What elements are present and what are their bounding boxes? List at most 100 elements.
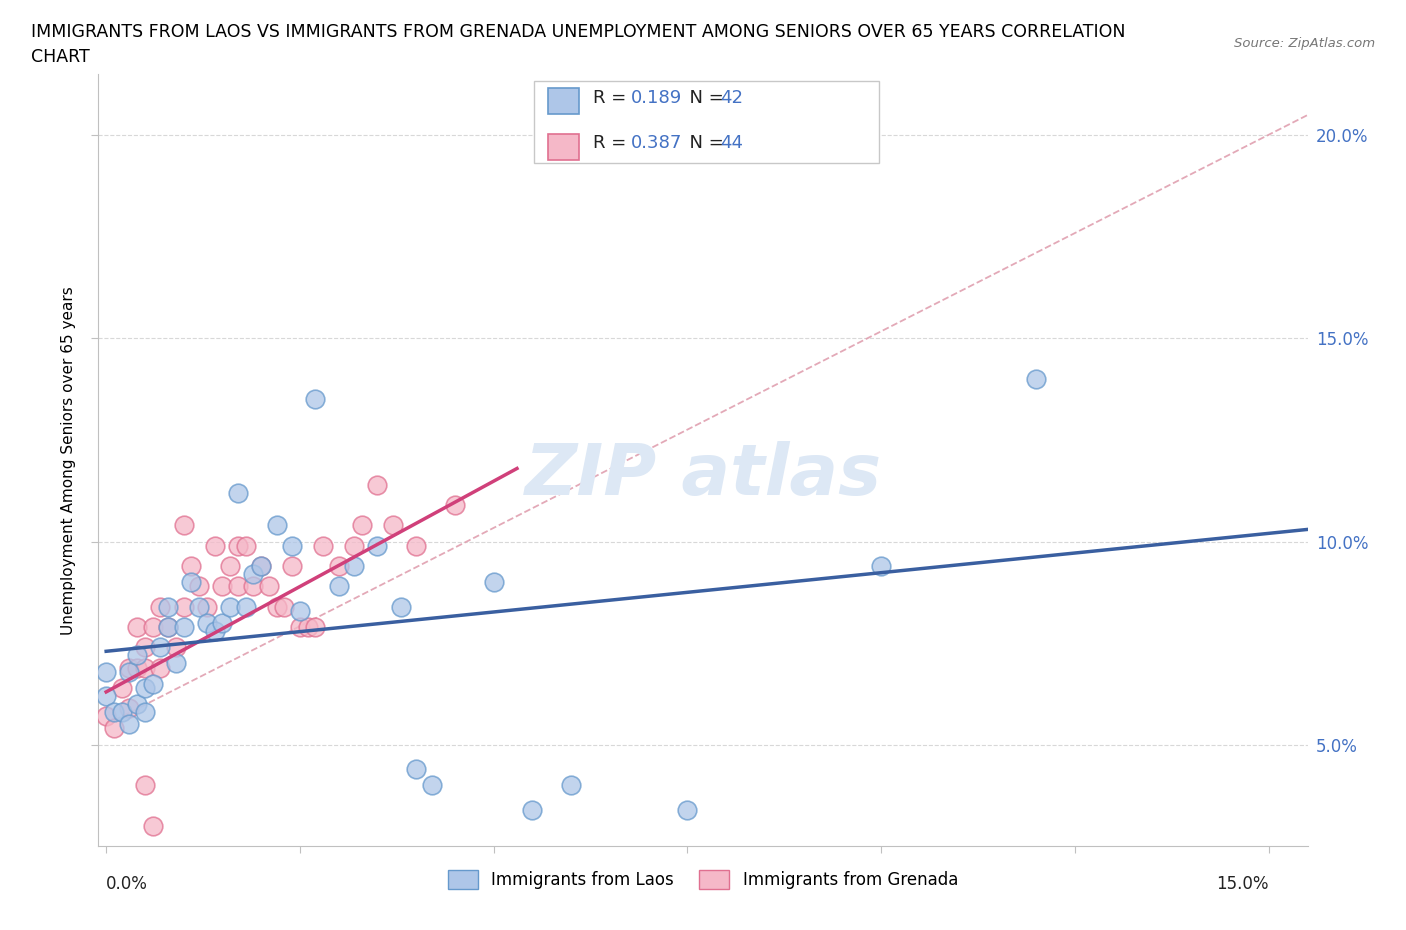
Point: [226, 578, 249, 593]
Point: [522, 803, 544, 817]
Text: 0.0%: 0.0%: [107, 875, 148, 893]
Point: [211, 578, 233, 593]
Point: [195, 599, 218, 614]
Point: [328, 578, 350, 593]
Point: [149, 640, 172, 655]
Point: [343, 559, 366, 574]
Point: [157, 619, 180, 634]
Point: [127, 697, 149, 711]
Point: [118, 700, 141, 715]
Point: [149, 660, 172, 675]
Point: [134, 640, 156, 655]
Point: [560, 777, 582, 792]
Point: [188, 578, 211, 593]
Point: [250, 559, 273, 574]
Point: [389, 599, 412, 614]
Point: [381, 518, 404, 533]
Point: [127, 660, 149, 675]
Point: [226, 485, 249, 500]
Point: [405, 538, 427, 553]
Point: [328, 559, 350, 574]
Point: [134, 681, 156, 696]
Point: [350, 518, 373, 533]
Point: [266, 599, 288, 614]
Y-axis label: Unemployment Among Seniors over 65 years: Unemployment Among Seniors over 65 years: [60, 286, 76, 634]
Text: IMMIGRANTS FROM LAOS VS IMMIGRANTS FROM GRENADA UNEMPLOYMENT AMONG SENIORS OVER : IMMIGRANTS FROM LAOS VS IMMIGRANTS FROM …: [31, 23, 1125, 41]
Text: 15.0%: 15.0%: [1216, 875, 1268, 893]
Point: [266, 518, 288, 533]
Point: [870, 559, 893, 574]
Point: [103, 705, 125, 720]
Text: 42: 42: [720, 88, 742, 107]
Text: R =: R =: [593, 134, 638, 153]
Point: [188, 599, 211, 614]
Point: [195, 616, 218, 631]
Point: [366, 538, 388, 553]
Point: [211, 616, 233, 631]
Point: [405, 762, 427, 777]
Point: [173, 619, 195, 634]
Point: [134, 660, 156, 675]
Point: [288, 619, 311, 634]
Text: 0.387: 0.387: [631, 134, 683, 153]
Point: [96, 664, 118, 679]
Point: [235, 538, 257, 553]
Point: [173, 599, 195, 614]
Point: [676, 803, 699, 817]
Point: [111, 681, 134, 696]
Point: [118, 664, 141, 679]
Point: [127, 648, 149, 663]
Point: [257, 578, 280, 593]
Point: [118, 660, 141, 675]
Point: [142, 818, 165, 833]
Point: [204, 538, 226, 553]
Point: [242, 578, 264, 593]
Point: [482, 575, 505, 590]
Point: [219, 599, 242, 614]
Point: [219, 559, 242, 574]
Text: R =: R =: [593, 88, 638, 107]
Point: [250, 559, 273, 574]
Point: [304, 392, 326, 406]
Point: [142, 619, 165, 634]
Point: [157, 619, 180, 634]
Point: [142, 676, 165, 691]
Point: [242, 566, 264, 581]
Point: [366, 477, 388, 492]
Text: ZIP atlas: ZIP atlas: [524, 442, 882, 511]
Text: 44: 44: [720, 134, 742, 153]
Point: [157, 599, 180, 614]
Point: [226, 538, 249, 553]
Point: [235, 599, 257, 614]
Point: [281, 559, 304, 574]
Legend: Immigrants from Laos, Immigrants from Grenada: Immigrants from Laos, Immigrants from Gr…: [441, 863, 965, 896]
Point: [149, 599, 172, 614]
Point: [173, 518, 195, 533]
Point: [180, 559, 202, 574]
Point: [127, 619, 149, 634]
Text: 0.189: 0.189: [631, 88, 682, 107]
Point: [96, 688, 118, 703]
Point: [118, 717, 141, 732]
Text: Source: ZipAtlas.com: Source: ZipAtlas.com: [1234, 37, 1375, 50]
Point: [134, 705, 156, 720]
Point: [297, 619, 319, 634]
Point: [288, 604, 311, 618]
Point: [420, 777, 443, 792]
Point: [111, 705, 134, 720]
Point: [343, 538, 366, 553]
Point: [96, 709, 118, 724]
Point: [134, 777, 156, 792]
Point: [165, 656, 187, 671]
Point: [103, 721, 125, 736]
Text: N =: N =: [678, 88, 730, 107]
Point: [304, 619, 326, 634]
Point: [180, 575, 202, 590]
Point: [1025, 372, 1047, 387]
Point: [312, 538, 335, 553]
Point: [165, 640, 187, 655]
Point: [273, 599, 295, 614]
Point: [204, 623, 226, 638]
Point: [281, 538, 304, 553]
Text: CHART: CHART: [31, 48, 90, 66]
